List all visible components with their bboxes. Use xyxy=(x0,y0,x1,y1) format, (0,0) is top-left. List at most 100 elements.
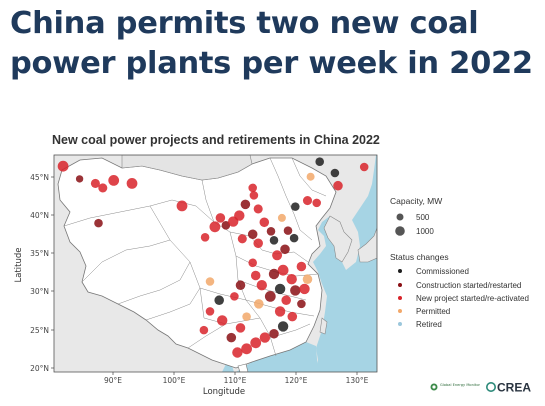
legend: Capacity, MW 500 1000 Status changes Com… xyxy=(390,196,529,329)
legend-size-1000 xyxy=(395,226,405,236)
legend-status-new-swatch xyxy=(398,296,402,300)
plant-marker-new xyxy=(248,183,257,193)
plant-marker-construction xyxy=(226,332,237,343)
plant-marker-construction xyxy=(235,280,246,290)
plant-marker-new xyxy=(250,270,261,281)
plant-marker-new xyxy=(90,178,100,188)
plant-marker-new xyxy=(126,178,138,189)
y-axis: 45°N 40°N 35°N 30°N 25°N 20°N xyxy=(30,173,54,373)
legend-size-500-label: 500 xyxy=(416,213,430,222)
plant-marker-new xyxy=(253,238,263,249)
x-tick-label: 130°E xyxy=(346,376,369,385)
plant-marker-permitted xyxy=(277,213,286,222)
plant-marker-new xyxy=(241,343,252,355)
legend-size-500 xyxy=(396,213,404,221)
gem-logo: Global Energy Monitor xyxy=(430,383,481,391)
y-tick-label: 30°N xyxy=(30,287,49,296)
y-tick-label: 35°N xyxy=(30,249,49,258)
legend-status-commissioned: Commissioned xyxy=(416,267,469,276)
plant-marker-new xyxy=(199,325,209,335)
plant-marker-new xyxy=(272,250,283,261)
plant-marker-new xyxy=(57,160,69,172)
crea-logo-text: CREA xyxy=(497,381,531,395)
plant-marker-new xyxy=(333,180,343,191)
mongolia xyxy=(121,155,253,181)
plant-marker-construction xyxy=(264,291,276,302)
plant-marker-new xyxy=(259,332,271,343)
legend-status-retired: Retired xyxy=(416,320,442,329)
plant-marker-construction xyxy=(268,268,280,280)
plant-markers xyxy=(57,157,369,358)
map-frame xyxy=(53,154,378,373)
plant-marker-commissioned xyxy=(277,321,289,332)
legend-status-commissioned-swatch xyxy=(398,269,402,273)
plant-marker-permitted xyxy=(205,277,215,286)
plant-marker-new xyxy=(286,274,297,285)
legend-capacity-title: Capacity, MW xyxy=(390,196,442,206)
plant-marker-construction xyxy=(297,299,306,309)
plant-marker-new xyxy=(312,198,321,208)
chart-title: New coal power projects and retirements … xyxy=(52,133,380,147)
plant-marker-new xyxy=(259,217,270,228)
headline-line-1: China permits two new coal xyxy=(10,6,479,41)
plant-marker-construction xyxy=(266,227,276,236)
sea-south xyxy=(236,342,318,372)
plant-marker-new xyxy=(359,162,369,172)
plant-marker-permitted xyxy=(242,312,251,321)
plant-marker-new xyxy=(249,191,259,200)
x-axis-label: Longitude xyxy=(203,387,245,397)
plant-marker-new xyxy=(248,258,257,268)
x-axis: 90°E 100°E 110°E 120°E 130°E xyxy=(104,372,369,385)
plant-marker-construction xyxy=(247,229,258,240)
plant-marker-construction xyxy=(240,199,251,210)
legend-size-1000-label: 1000 xyxy=(416,227,434,236)
plant-marker-new xyxy=(237,234,247,244)
legend-status-construction-swatch xyxy=(398,283,402,287)
plant-marker-new xyxy=(205,307,215,316)
plant-marker-commissioned xyxy=(214,295,224,305)
plant-marker-commissioned xyxy=(269,236,279,245)
korea xyxy=(323,215,353,263)
plant-marker-commissioned xyxy=(315,157,324,166)
y-tick-label: 40°N xyxy=(30,211,49,220)
plant-marker-new xyxy=(200,233,210,242)
plant-marker-new xyxy=(209,221,221,233)
plant-marker-construction xyxy=(75,175,84,183)
plant-marker-new xyxy=(256,280,267,291)
plant-marker-new xyxy=(299,283,310,295)
x-tick-label: 110°E xyxy=(224,376,247,385)
plant-marker-new xyxy=(274,306,286,317)
plant-marker-new xyxy=(217,315,228,326)
legend-status-new: New project started/re-activated xyxy=(416,294,529,303)
hainan xyxy=(237,363,249,372)
headline: China permits two new coal power plants … xyxy=(10,4,535,84)
plant-marker-commissioned xyxy=(274,283,286,295)
plant-marker-new xyxy=(215,213,226,223)
plant-marker-new xyxy=(230,292,239,301)
x-tick-label: 100°E xyxy=(163,376,186,385)
y-axis-label: Latitude xyxy=(14,248,24,283)
plant-marker-construction xyxy=(283,226,293,235)
plant-marker-commissioned xyxy=(291,202,300,211)
x-tick-label: 120°E xyxy=(285,376,308,385)
plant-marker-new xyxy=(108,175,120,186)
headline-line-2: power plants per week in 2022 xyxy=(10,46,533,81)
plant-marker-new xyxy=(98,183,108,193)
legend-status-construction: Construction started/restarted xyxy=(416,281,521,290)
plant-marker-construction xyxy=(290,285,301,296)
legend-status-retired-swatch xyxy=(398,322,402,326)
plant-marker-new xyxy=(235,323,246,333)
plant-marker-commissioned xyxy=(330,168,340,178)
plant-marker-new xyxy=(250,337,262,349)
plant-marker-permitted xyxy=(254,299,264,309)
crea-logo: CREA xyxy=(485,381,531,395)
y-tick-label: 45°N xyxy=(30,173,49,182)
plant-marker-new xyxy=(287,311,298,322)
plant-marker-new xyxy=(232,347,243,358)
y-tick-label: 25°N xyxy=(30,326,49,335)
y-tick-label: 20°N xyxy=(30,364,49,373)
x-tick-label: 90°E xyxy=(104,376,122,385)
plant-marker-new xyxy=(234,210,245,221)
plant-marker-construction xyxy=(269,329,279,339)
